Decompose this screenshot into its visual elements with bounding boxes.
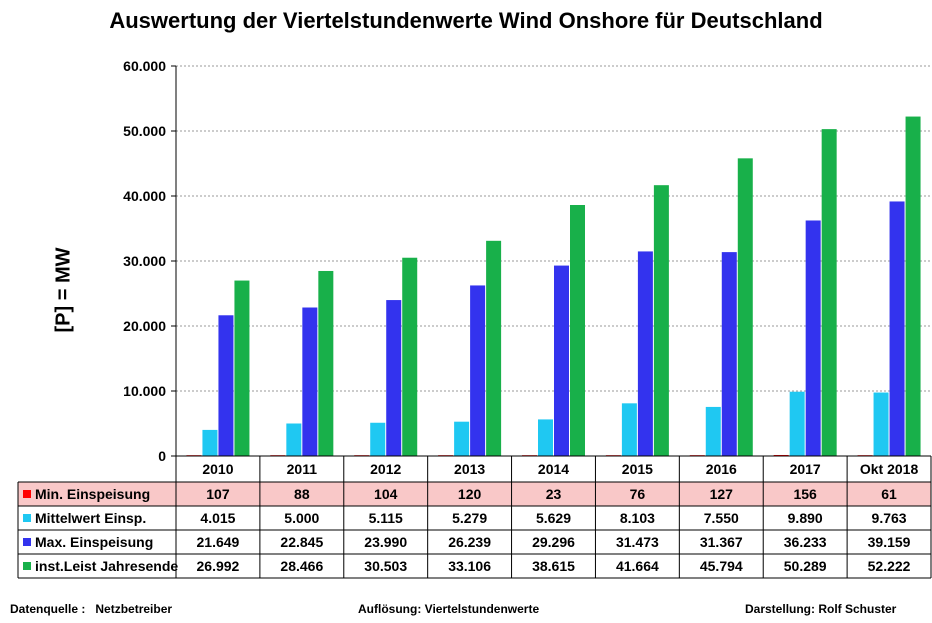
x-tick-label: 2014 xyxy=(538,461,569,477)
bar xyxy=(653,185,669,456)
table-row-bg xyxy=(18,530,931,554)
data-label: 156 xyxy=(793,486,817,502)
bar xyxy=(302,307,318,456)
data-label: 5.279 xyxy=(452,510,487,526)
data-label: 107 xyxy=(206,486,230,502)
x-tick-label: 2015 xyxy=(622,461,653,477)
legend-entry: Mittelwert Einsp. xyxy=(35,510,146,526)
footer-source-label: Datenquelle : xyxy=(10,602,86,616)
bar xyxy=(737,158,753,457)
data-label: 52.222 xyxy=(868,558,911,574)
bar xyxy=(805,220,821,456)
data-label: 22.845 xyxy=(280,534,323,550)
legend-key xyxy=(23,538,31,546)
table-row-bg xyxy=(18,506,931,530)
data-label: 88 xyxy=(294,486,310,502)
y-tick-label: 0 xyxy=(158,448,166,464)
bar xyxy=(705,406,721,456)
data-label: 38.615 xyxy=(532,558,575,574)
bar xyxy=(470,285,486,456)
y-tick-label: 60.000 xyxy=(123,58,166,74)
legend-key xyxy=(23,562,31,570)
data-label: 5.000 xyxy=(284,510,319,526)
data-label: 29.296 xyxy=(532,534,575,550)
x-tick-label: 2010 xyxy=(202,461,233,477)
data-label: 120 xyxy=(458,486,482,502)
data-label: 23.990 xyxy=(364,534,407,550)
footer-author: Darstellung: Rolf Schuster xyxy=(745,602,897,616)
bar-chart: 0 10.000 20.000 30.000 40.000 50.000 60.000 201… xyxy=(17,58,932,579)
data-label: 8.103 xyxy=(620,510,655,526)
data-label: 41.664 xyxy=(616,558,659,574)
footer-resolution: Auflösung: Viertelstundenwerte xyxy=(358,602,540,616)
bar xyxy=(905,116,921,456)
data-label: 31.473 xyxy=(616,534,659,550)
legend-entry: Max. Einspeisung xyxy=(35,534,153,550)
data-label: 21.649 xyxy=(197,534,240,550)
bar xyxy=(370,422,386,456)
bar xyxy=(789,391,805,456)
x-tick-label: Okt 2018 xyxy=(860,461,919,477)
bar xyxy=(218,315,234,456)
y-tick-label: 30.000 xyxy=(123,253,166,269)
y-tick-label: 50.000 xyxy=(123,123,166,139)
data-label: 39.159 xyxy=(868,534,911,550)
data-label: 5.629 xyxy=(536,510,571,526)
data-label: 45.794 xyxy=(700,558,743,574)
legend-entry: inst.Leist Jahresende xyxy=(35,558,178,574)
bar xyxy=(538,419,553,456)
data-label: 31.367 xyxy=(700,534,743,550)
data-label: 36.233 xyxy=(784,534,827,550)
bar xyxy=(454,421,470,456)
legend-key xyxy=(23,490,31,498)
data-label: 9.763 xyxy=(872,510,907,526)
data-label: 7.550 xyxy=(704,510,739,526)
data-label: 28.466 xyxy=(280,558,323,574)
y-tick-label: 20.000 xyxy=(123,318,166,334)
bar xyxy=(554,265,569,456)
bar xyxy=(286,423,302,456)
bar xyxy=(889,201,905,456)
data-label: 61 xyxy=(881,486,897,502)
x-tick-label: 2011 xyxy=(287,461,318,477)
chart-title: Auswertung der Viertelstundenwerte Wind … xyxy=(109,8,823,33)
bar xyxy=(721,252,737,456)
data-label: 104 xyxy=(374,486,398,502)
bar xyxy=(873,392,889,456)
x-tick-label: 2016 xyxy=(706,461,737,477)
bar xyxy=(621,403,637,456)
table-row-bg xyxy=(18,482,931,506)
bar xyxy=(637,251,653,456)
y-tick-label: 40.000 xyxy=(123,188,166,204)
footer-source: Datenquelle : Netzbetreiber xyxy=(10,602,172,616)
data-label: 9.890 xyxy=(788,510,823,526)
data-label: 26.239 xyxy=(448,534,491,550)
bar xyxy=(773,454,789,456)
legend-entry: Min. Einspeisung xyxy=(35,486,150,502)
data-label: 4.015 xyxy=(200,510,235,526)
data-label: 30.503 xyxy=(364,558,407,574)
bar xyxy=(486,240,502,456)
footer-source-value: Netzbetreiber xyxy=(95,602,173,616)
bar xyxy=(318,270,334,456)
bar xyxy=(402,257,418,456)
bar xyxy=(570,205,585,456)
data-label: 23 xyxy=(546,486,562,502)
data-label: 76 xyxy=(630,486,646,502)
data-label: 50.289 xyxy=(784,558,827,574)
x-tick-label: 2013 xyxy=(454,461,485,477)
table-row-bg xyxy=(18,554,931,578)
bar xyxy=(386,300,402,456)
bar xyxy=(202,429,218,456)
bar xyxy=(821,129,837,456)
x-tick-label: 2017 xyxy=(790,461,821,477)
data-label: 127 xyxy=(710,486,734,502)
data-label: 5.115 xyxy=(369,510,403,526)
data-label: 26.992 xyxy=(197,558,240,574)
bar xyxy=(234,280,250,456)
data-label: 33.106 xyxy=(448,558,491,574)
legend-key xyxy=(23,514,31,522)
y-tick-label: 10.000 xyxy=(123,383,166,399)
x-tick-label: 2012 xyxy=(370,461,401,477)
